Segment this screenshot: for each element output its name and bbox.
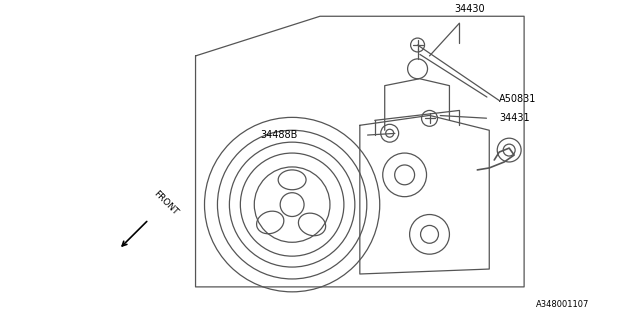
Text: 34488B: 34488B [260,130,298,140]
Text: 34431: 34431 [499,113,530,124]
Text: A50831: A50831 [499,93,536,104]
Text: A348001107: A348001107 [536,300,589,309]
Text: FRONT: FRONT [152,188,180,217]
Text: 34430: 34430 [454,4,485,14]
